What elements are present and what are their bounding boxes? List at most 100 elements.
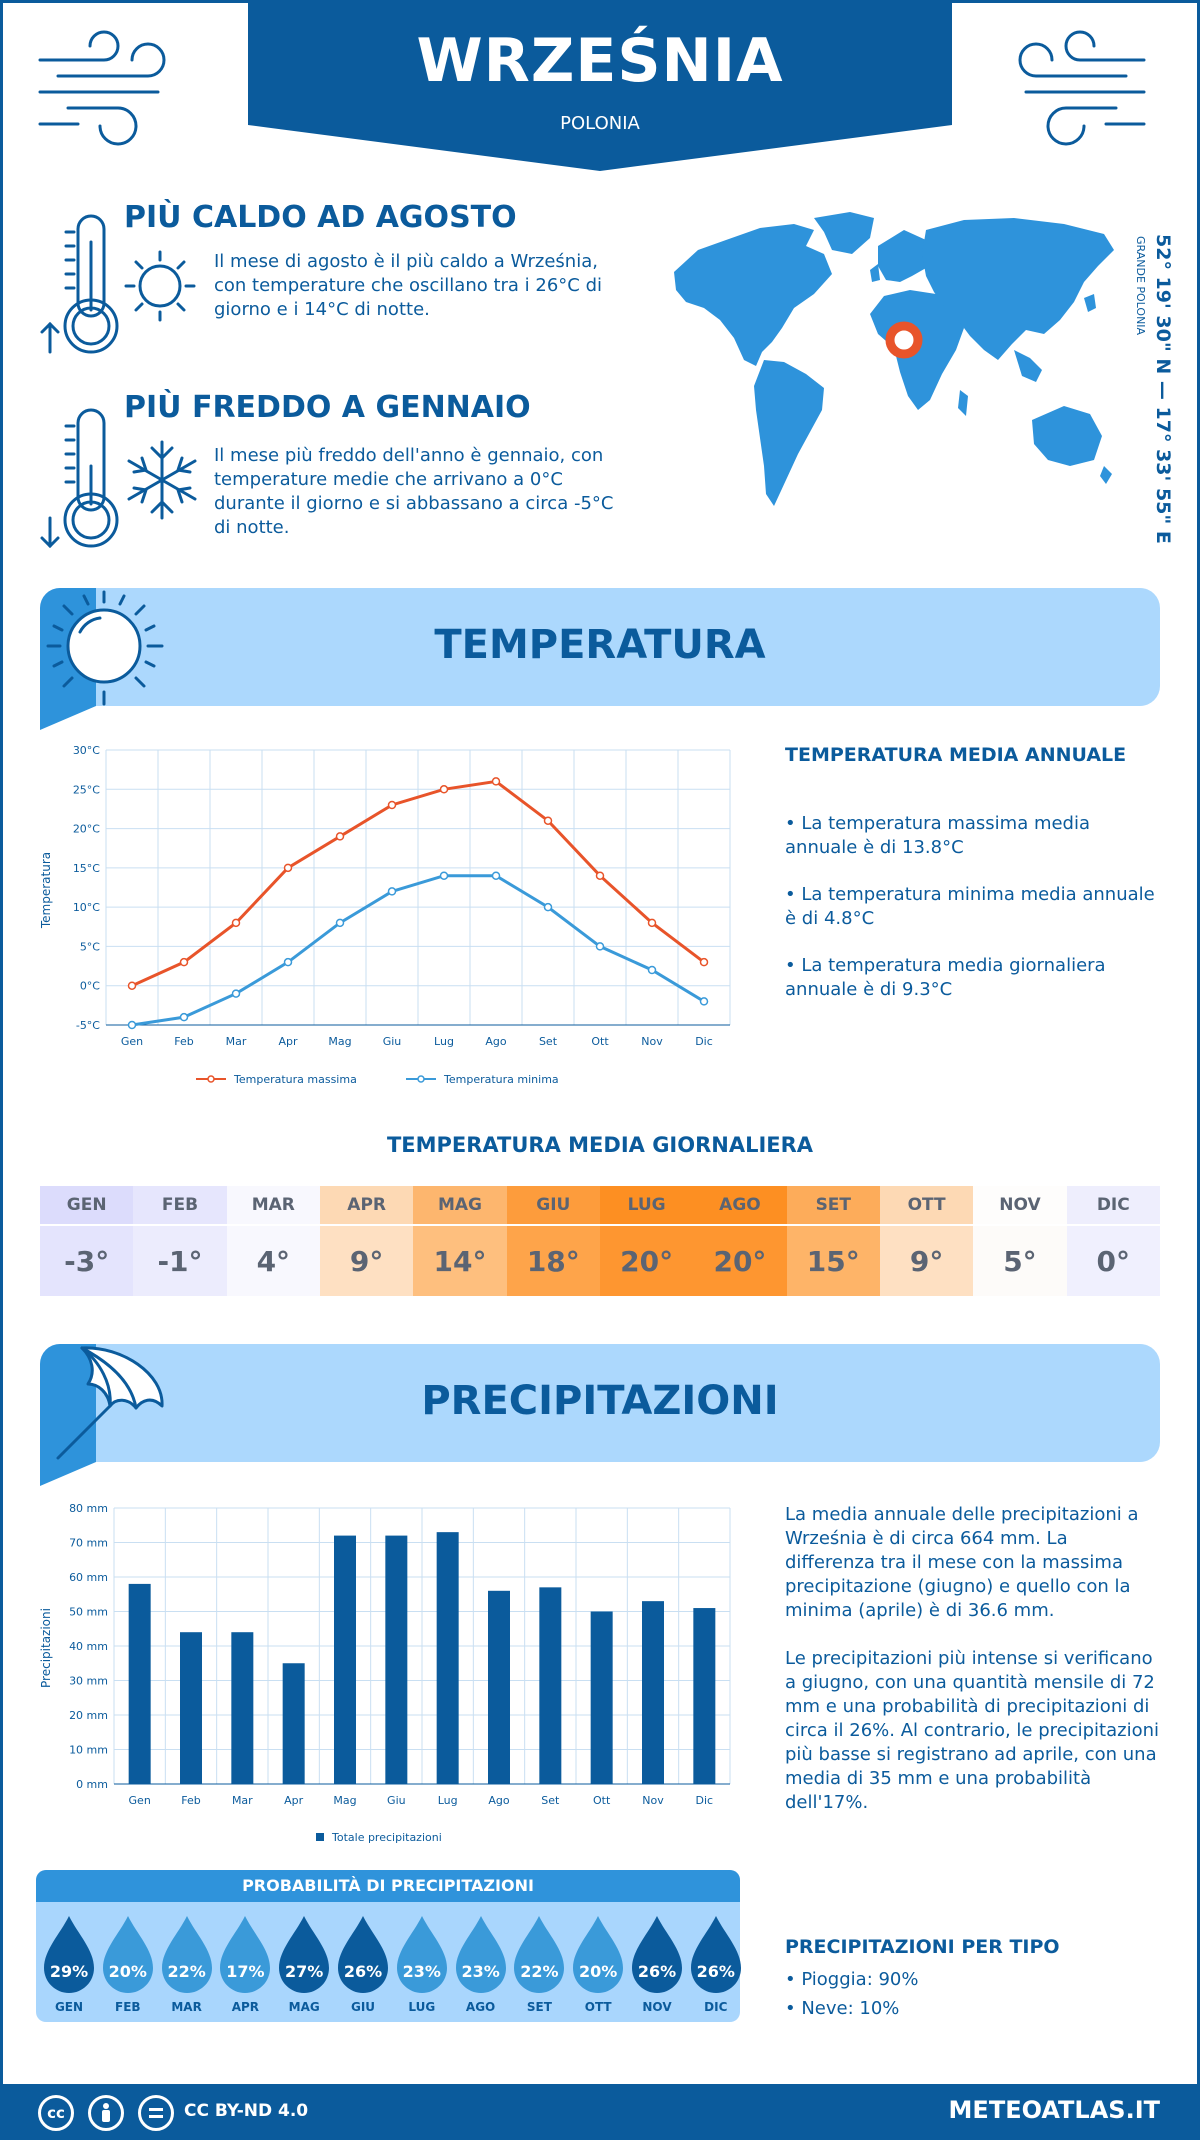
hottest-month-title: PIÙ CALDO AD AGOSTO xyxy=(124,200,517,235)
daily-month-label: SET xyxy=(786,1186,880,1224)
person-icon xyxy=(88,2095,124,2131)
probability-value: 26% xyxy=(343,1962,383,1981)
data-point xyxy=(595,942,605,951)
daily-month-label: LUG xyxy=(599,1186,694,1224)
daily-temperature-value: 18° xyxy=(506,1224,600,1296)
daily-cell-set: SET 15° xyxy=(786,1186,880,1296)
daily-temperature-value: -1° xyxy=(133,1224,227,1296)
daily-temperature-value: 5° xyxy=(973,1224,1067,1296)
daily-temperature-table: GEN -3° FEB -1° MAR 4° APR 9° MAG 14° GIU 18° LUG 20°… xyxy=(40,1186,1160,1296)
precip-bar xyxy=(488,1590,510,1784)
x-tick-label: Dic xyxy=(695,1035,713,1048)
probability-month-label: DIC xyxy=(704,2000,728,2014)
y-tick-label: 60 mm xyxy=(69,1571,108,1584)
probability-month-label: MAG xyxy=(288,2000,320,2014)
x-tick-label: Nov xyxy=(641,1035,663,1048)
y-tick-label: 10°C xyxy=(73,901,100,914)
y-tick-label: 30°C xyxy=(73,744,100,757)
x-tick-label: Ago xyxy=(485,1035,507,1048)
data-point xyxy=(647,965,657,975)
data-point xyxy=(699,957,709,967)
precip-bar xyxy=(642,1601,664,1784)
coldest-month-title: PIÙ FREDDO A GENNAIO xyxy=(124,390,531,425)
probability-value: 23% xyxy=(402,1962,441,1981)
daily-month-label: AGO xyxy=(693,1186,787,1224)
raindrop-icon xyxy=(632,1916,682,1993)
data-point xyxy=(127,981,137,990)
daily-month-label: NOV xyxy=(973,1186,1067,1224)
daily-cell-ago: AGO 20° xyxy=(693,1186,787,1296)
footer xyxy=(0,2084,1200,2140)
data-point xyxy=(491,871,501,880)
probability-value: 17% xyxy=(226,1962,265,1981)
x-tick-label: Set xyxy=(539,1035,558,1048)
probability-month-label: OTT xyxy=(584,2000,612,2014)
probability-month-label: SET xyxy=(526,2000,552,2014)
country-name: POLONIA xyxy=(560,113,640,134)
umbrella-icon xyxy=(56,1346,164,1460)
legend-max: Temperatura massima xyxy=(233,1073,357,1086)
precip-bar xyxy=(231,1632,254,1784)
data-point xyxy=(283,863,293,873)
y-tick-label: 20°C xyxy=(73,823,100,836)
coordinates: 52° 19' 30" N — 17° 33' 55" E xyxy=(1152,234,1174,544)
data-point xyxy=(699,997,709,1006)
precip-bar xyxy=(180,1632,202,1784)
daily-temperature-value: 0° xyxy=(1066,1224,1160,1296)
x-tick-label: Mar xyxy=(226,1035,247,1048)
data-point xyxy=(335,832,345,841)
precipitation-probability-title: PROBABILITÀ DI PRECIPITAZIONI xyxy=(36,1870,740,1902)
probability-value: 22% xyxy=(520,1962,559,1981)
daily-cell-nov: NOV 5° xyxy=(973,1186,1067,1296)
daily-temperature-value: 20° xyxy=(693,1224,787,1296)
license-text: CC BY-ND 4.0 xyxy=(184,2101,309,2121)
precipitation-type-snow: • Neve: 10% xyxy=(785,1998,900,2019)
data-point xyxy=(387,887,397,896)
x-tick-label: Gen xyxy=(121,1035,143,1048)
data-point xyxy=(595,871,605,880)
thermometer-snowflake-icon xyxy=(40,408,197,549)
daily-temperature-value: 4° xyxy=(226,1224,320,1296)
x-tick-label: Lug xyxy=(438,1794,458,1807)
data-point xyxy=(543,902,553,912)
y-tick-label: 15°C xyxy=(73,862,100,875)
daily-cell-lug: LUG 20° xyxy=(599,1186,694,1296)
raindrop-icon xyxy=(396,1916,447,1993)
annual-point-max: • La temperatura massima media annuale è… xyxy=(785,813,1091,858)
raindrop-icon xyxy=(279,1916,330,1993)
probability-value: 22% xyxy=(167,1962,206,1981)
legend-precip: Totale precipitazioni xyxy=(331,1831,442,1844)
precipitation-banner xyxy=(40,1344,1160,1462)
daily-month-label: FEB xyxy=(133,1186,227,1224)
y-tick-label: 5°C xyxy=(80,940,100,953)
precip-bar xyxy=(282,1663,305,1784)
precip-bar xyxy=(539,1587,562,1784)
coldest-month-text: Il mese più freddo dell'anno è gennaio, … xyxy=(214,445,614,538)
y-tick-label: 0 mm xyxy=(76,1778,108,1791)
x-tick-label: Ott xyxy=(593,1794,611,1807)
thermometer-sun-icon xyxy=(40,214,196,354)
daily-month-label: APR xyxy=(319,1186,414,1224)
raindrop-icon xyxy=(338,1916,388,1993)
temperature-banner xyxy=(40,588,1160,706)
data-point xyxy=(283,957,293,967)
daily-temperature-value: 15° xyxy=(786,1224,880,1296)
precip-bar xyxy=(385,1535,408,1784)
x-tick-label: Mar xyxy=(232,1794,253,1807)
probability-month-label: AGO xyxy=(465,2000,496,2014)
x-tick-label: Mag xyxy=(328,1035,351,1048)
brand-link[interactable]: METEOATLAS.IT xyxy=(948,2096,1160,2124)
daily-cell-gen: GEN -3° xyxy=(40,1186,134,1296)
probability-month-label: GIU xyxy=(350,2000,376,2014)
daily-temperature-value: 9° xyxy=(319,1224,414,1296)
precipitation-chart: Precipitazioni 0 mm 10 mm 20 mm 30 mm 40 mm 5… xyxy=(39,1502,731,1844)
x-tick-label: Feb xyxy=(181,1794,200,1807)
data-point xyxy=(179,1012,189,1022)
precip-bar xyxy=(436,1532,459,1784)
data-point xyxy=(231,918,241,928)
data-point xyxy=(439,785,449,794)
raindrop-icon xyxy=(455,1916,506,1993)
daily-month-label: DIC xyxy=(1066,1186,1160,1224)
raindrop-icon xyxy=(573,1916,624,1993)
precipitation-detail: Le precipitazioni più intense si verific… xyxy=(785,1648,1160,1813)
